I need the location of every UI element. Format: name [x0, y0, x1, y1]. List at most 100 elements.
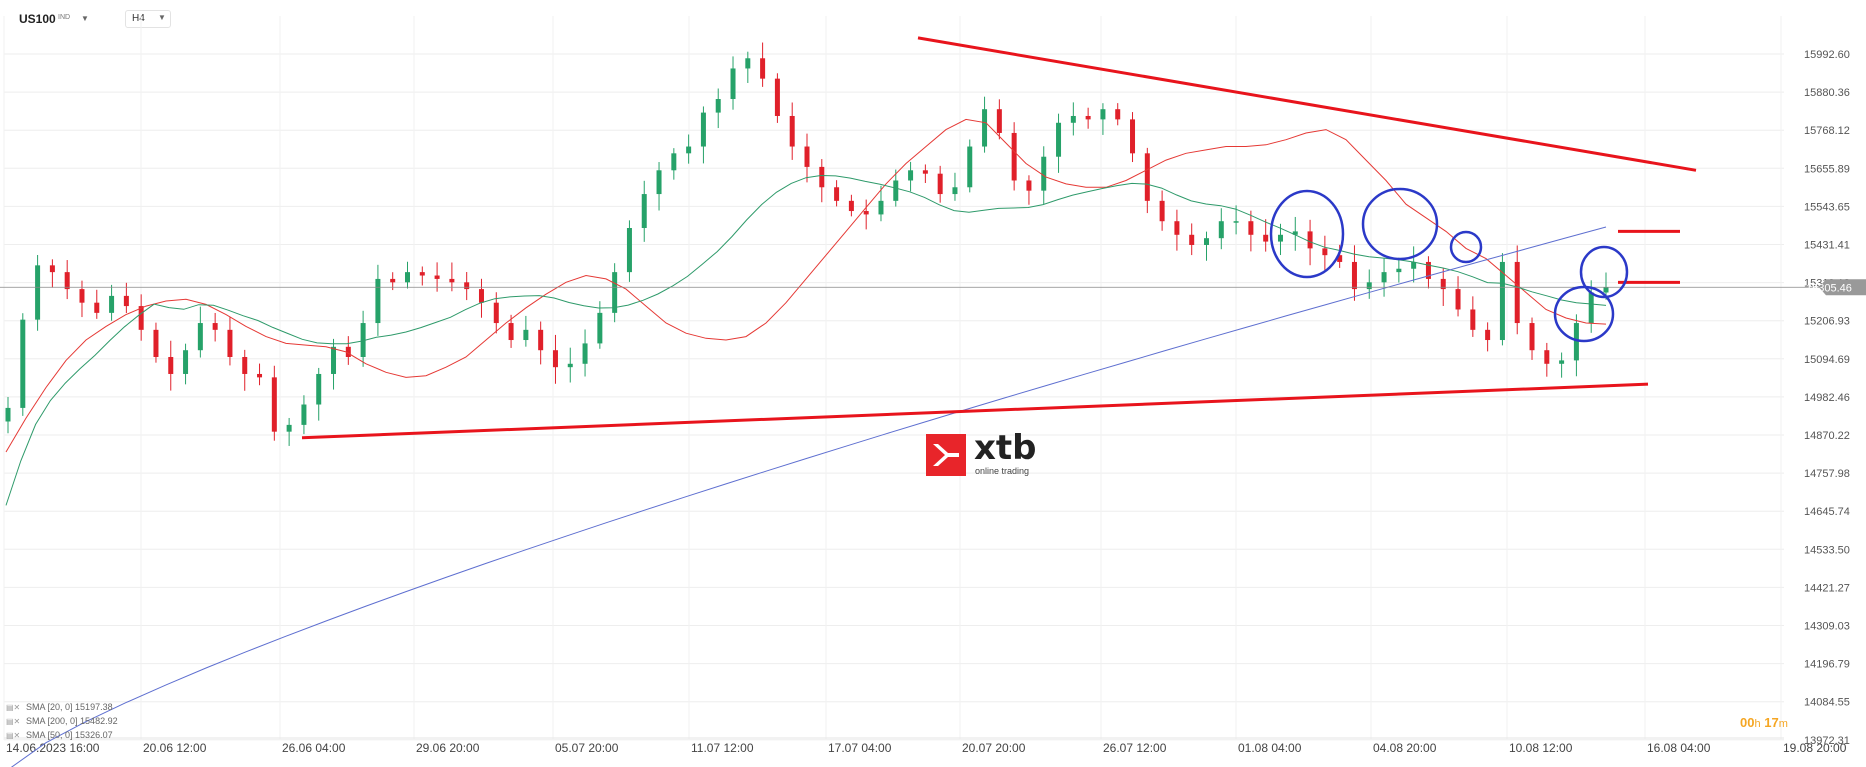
candle-body [197, 323, 203, 351]
y-tick-label: 14645.74 [1804, 506, 1850, 518]
y-tick-label: 15768.12 [1804, 125, 1850, 137]
candle-body [242, 356, 248, 374]
candle-body [1411, 261, 1417, 269]
candle-body [996, 109, 1002, 133]
candle-body [390, 278, 396, 283]
y-tick-label: 14196.79 [1804, 659, 1850, 671]
x-tick-label: 17.07 04:00 [828, 741, 892, 755]
x-tick-label: 26.06 04:00 [282, 741, 346, 755]
timeframe-select[interactable]: H4 ▼ [125, 10, 171, 28]
candle-body [123, 295, 129, 307]
candle-body [552, 350, 558, 368]
candle-body [1544, 350, 1550, 364]
y-tick-label: 14084.55 [1804, 697, 1850, 709]
candle-body [478, 289, 484, 303]
settings-close-icon[interactable]: ▤✕ [6, 703, 21, 712]
candle-body [922, 170, 928, 174]
sma20-line [5, 118, 1607, 453]
sma-legend-item[interactable]: ▤✕ SMA [200, 0] 15482.92 [6, 716, 118, 728]
candle-body [848, 200, 854, 212]
resistance-trendline [917, 36, 1697, 172]
candle-body [360, 323, 366, 357]
candle-body [1440, 278, 1446, 290]
candle-body [819, 166, 825, 188]
candle-body [937, 173, 943, 195]
settings-close-icon[interactable]: ▤✕ [6, 717, 21, 726]
highlight-circle [1449, 230, 1483, 264]
candle-body [834, 187, 840, 201]
candle-body [138, 306, 144, 330]
sma-name: SMA [200, 0] [26, 716, 78, 726]
candle-body [1159, 200, 1165, 222]
candle-body [64, 272, 70, 290]
symbol-dropdown-icon[interactable]: ▼ [81, 14, 89, 23]
candle-body [1292, 231, 1298, 235]
countdown-m-unit: m [1778, 718, 1788, 730]
timeframe-label: H4 [132, 13, 145, 24]
candle-body [1499, 261, 1505, 341]
candle-body [700, 112, 706, 147]
candle-body [1603, 287, 1609, 293]
candle-body [1337, 255, 1343, 262]
current-price-tag [1819, 279, 1866, 296]
candle-body [212, 323, 218, 330]
candle-body [375, 278, 381, 324]
y-tick-label: 15431.41 [1804, 240, 1850, 252]
candle-body [331, 346, 337, 374]
candle-body [582, 343, 588, 364]
x-tick-label: 05.07 20:00 [555, 741, 619, 755]
candle-body [656, 170, 662, 195]
candle-body [523, 329, 529, 341]
countdown-minutes: 17 [1764, 715, 1779, 730]
symbol-type-label: IND [58, 14, 71, 21]
candle-body [1381, 272, 1387, 283]
symbol-label[interactable]: US100 [19, 12, 56, 26]
y-tick-label: 15880.36 [1804, 87, 1850, 99]
candle-body [982, 109, 988, 147]
y-tick-label: 15543.65 [1804, 201, 1850, 213]
candle-body [1233, 221, 1239, 223]
candle-body [612, 272, 618, 313]
candle-body [1056, 122, 1062, 157]
highlight-circle [1553, 285, 1615, 343]
candle-body [464, 282, 470, 290]
candle-body [449, 278, 455, 283]
candle-body [405, 272, 410, 283]
y-tick-label: 14309.03 [1804, 621, 1850, 633]
candle-body [79, 289, 85, 303]
candle-body [271, 377, 277, 432]
x-tick-label: 10.08 12:00 [1509, 741, 1573, 755]
candle-body [671, 153, 677, 171]
x-tick-label: 20.06 12:00 [143, 741, 207, 755]
candle-body [35, 265, 41, 320]
highlight-circle [1579, 245, 1629, 299]
y-tick-label: 14757.98 [1804, 468, 1850, 480]
y-tick-label: 15992.60 [1804, 49, 1850, 61]
candle-body [1485, 329, 1491, 341]
sma-legend-item[interactable]: ▤✕ SMA [50, 0] 15326.07 [6, 730, 113, 742]
countdown-h-unit: h [1754, 718, 1761, 730]
x-tick-label: 01.08 04:00 [1238, 741, 1302, 755]
candle-body [878, 200, 884, 215]
x-tick-label: 16.08 04:00 [1647, 741, 1711, 755]
candle-body [1455, 289, 1461, 310]
candle-body [774, 78, 780, 116]
y-tick-label: 14982.46 [1804, 392, 1850, 404]
sma-name: SMA [20, 0] [26, 702, 73, 712]
candle-body [760, 58, 766, 79]
y-tick-label: 13972.31 [1804, 735, 1850, 747]
sma-legend-item[interactable]: ▤✕ SMA [20, 0] 15197.38 [6, 702, 113, 714]
sma50-line [5, 174, 1607, 506]
candle-body [508, 323, 514, 341]
candle-body [1322, 248, 1328, 256]
candle-body [567, 363, 573, 368]
candle-body [257, 373, 263, 378]
settings-close-icon[interactable]: ▤✕ [6, 731, 21, 740]
logo-tagline: online trading [975, 466, 1030, 476]
y-tick-label: 14533.50 [1804, 544, 1850, 556]
x-tick-label: 26.07 12:00 [1103, 741, 1167, 755]
candle-body [1396, 268, 1402, 273]
candle-body [1130, 119, 1136, 154]
candle-body [20, 319, 26, 408]
